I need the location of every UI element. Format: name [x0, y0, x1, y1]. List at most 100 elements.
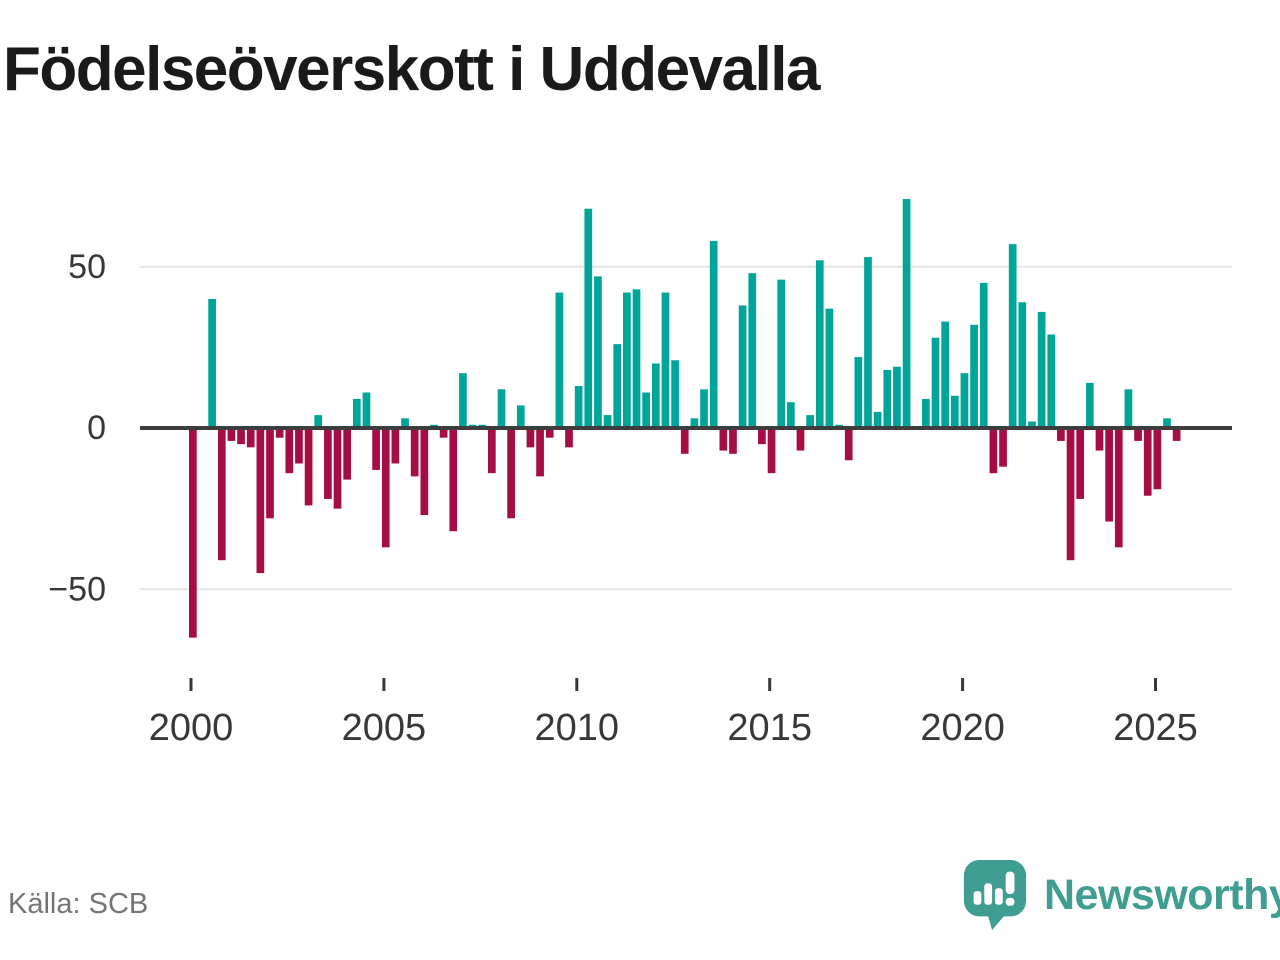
bar-chart: 50 0 −50 2000 2005 2010 2015 2020 2025 [48, 199, 1232, 749]
bar-2006-Q1 [420, 428, 429, 516]
newsworthy-logo: Newsworthy [960, 858, 1280, 932]
bar-2022-Q3 [1057, 428, 1065, 441]
bar-2011-Q4 [642, 392, 651, 428]
bar-2002-Q3 [285, 428, 294, 474]
bar-2003-Q1 [304, 428, 313, 506]
bar-2010-Q4 [603, 415, 612, 428]
y-tick-label-50: 50 [68, 248, 106, 286]
bar-2025-Q2 [1163, 418, 1171, 428]
bar-2021-Q2 [1008, 244, 1017, 428]
bar-2006-Q4 [449, 428, 458, 532]
bar-2000-Q4 [217, 428, 226, 561]
bar-2004-Q4 [372, 428, 380, 470]
x-tick-2000 [189, 678, 193, 691]
x-axis-labels: 2000 2005 2010 2015 2020 2025 [149, 707, 1198, 749]
bar-2015-Q2 [777, 279, 786, 428]
bar-2025-Q3 [1172, 428, 1181, 441]
bar-2021-Q1 [999, 428, 1007, 467]
x-tick-label-2025: 2025 [1113, 707, 1198, 749]
brand-wordmark: Newsworthy [1044, 870, 1280, 919]
x-tick-label-2020: 2020 [920, 707, 1005, 749]
bar-2004-Q1 [343, 428, 352, 480]
bar-2002-Q2 [275, 428, 284, 438]
bar-2017-Q4 [873, 411, 882, 429]
bar-2017-Q2 [854, 357, 863, 428]
bar-series [189, 199, 1181, 638]
bar-2018-Q1 [883, 369, 892, 428]
bar-2001-Q2 [237, 428, 245, 445]
bar-2022-Q1 [1037, 311, 1046, 428]
bar-2020-Q4 [989, 428, 998, 474]
bar-2010-Q1 [574, 386, 583, 428]
bar-2003-Q2 [314, 415, 323, 428]
bar-2009-Q4 [565, 428, 573, 448]
bar-2018-Q3 [902, 199, 911, 428]
bar-2019-Q1 [922, 398, 930, 429]
y-tick-label-0: 0 [87, 409, 106, 447]
page-title: Födelseöverskott i Uddevalla [3, 35, 820, 104]
bar-2005-Q2 [391, 428, 400, 464]
bar-2015-Q1 [767, 428, 776, 474]
bar-2008-Q2 [507, 428, 515, 519]
bar-2010-Q3 [594, 276, 602, 428]
bar-2014-Q3 [748, 273, 757, 428]
bar-2021-Q4 [1028, 421, 1036, 428]
y-tick-label--50: −50 [48, 570, 106, 608]
logo-bar-2 [984, 883, 993, 905]
bar-2023-Q2 [1085, 382, 1094, 428]
bar-2009-Q1 [536, 428, 544, 477]
bar-2004-Q2 [352, 398, 361, 429]
bar-2023-Q1 [1076, 428, 1085, 499]
source-note: Källa: SCB [8, 888, 149, 920]
bar-2023-Q4 [1105, 428, 1113, 522]
bar-2011-Q3 [632, 289, 641, 428]
bar-2014-Q4 [758, 428, 766, 445]
bar-2013-Q2 [700, 389, 708, 428]
bar-2019-Q3 [941, 321, 950, 428]
x-tick-label-2000: 2000 [149, 707, 234, 749]
bar-2024-Q3 [1134, 428, 1142, 441]
bar-2011-Q2 [623, 292, 631, 428]
logo-exclamation-dot [1005, 897, 1015, 906]
bar-2001-Q1 [227, 428, 236, 441]
bar-2000-Q3 [208, 299, 216, 428]
bar-2008-Q1 [497, 389, 506, 428]
bar-2009-Q3 [555, 292, 564, 428]
bar-2014-Q2 [738, 305, 747, 428]
bar-2019-Q2 [931, 337, 940, 428]
bar-2005-Q1 [381, 428, 390, 548]
bar-2017-Q1 [844, 428, 853, 461]
logo-bar-3 [995, 888, 1003, 905]
gridlines [140, 265, 1232, 591]
bar-2016-Q1 [806, 415, 814, 428]
x-tick-2015 [768, 678, 772, 691]
bar-2008-Q4 [526, 428, 535, 448]
bar-2020-Q1 [960, 373, 969, 429]
x-tick-2025 [1154, 678, 1157, 691]
logo-bar-1 [973, 891, 982, 905]
bar-2002-Q1 [266, 428, 274, 519]
bar-2024-Q4 [1143, 428, 1152, 496]
bar-2016-Q2 [815, 260, 824, 428]
bar-2017-Q3 [864, 257, 872, 428]
bar-2009-Q2 [545, 428, 554, 438]
bar-2014-Q1 [729, 428, 737, 454]
bar-2010-Q2 [584, 208, 593, 428]
bar-2012-Q3 [671, 360, 679, 428]
bar-2004-Q3 [362, 392, 371, 428]
bar-2005-Q4 [410, 428, 419, 477]
bar-2024-Q1 [1114, 428, 1123, 548]
bar-2012-Q1 [651, 363, 660, 428]
bar-2015-Q4 [796, 428, 805, 451]
newsworthy-logo-icon [963, 860, 1027, 930]
bar-2016-Q3 [825, 308, 834, 429]
bar-2012-Q4 [680, 428, 689, 454]
bar-2011-Q1 [613, 344, 622, 428]
bar-2001-Q3 [246, 428, 255, 448]
bar-2007-Q1 [459, 373, 467, 429]
bar-2025-Q1 [1153, 428, 1162, 490]
x-tick-label-2010: 2010 [535, 707, 620, 749]
x-tick-label-2015: 2015 [727, 707, 812, 749]
bar-2018-Q2 [893, 366, 901, 428]
